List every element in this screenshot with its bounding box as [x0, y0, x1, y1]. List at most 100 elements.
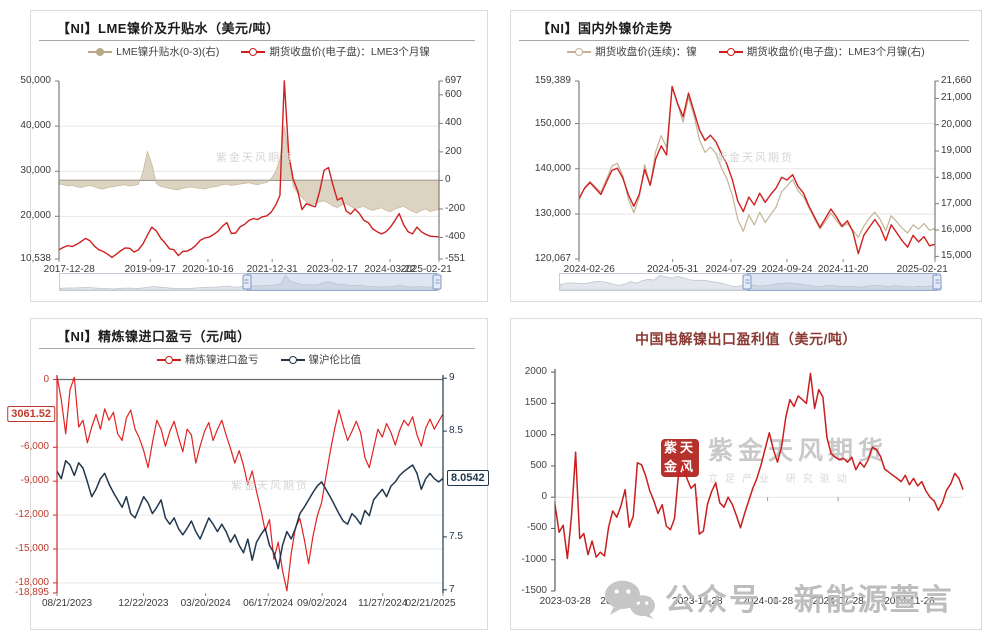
title-divider	[519, 40, 969, 41]
y-axis-tick-label: -12,000	[15, 509, 49, 521]
legend-label: 期货收盘价(电子盘)：LME3个月镍(右)	[746, 46, 925, 58]
x-axis-tick-label: 2024-11-20	[817, 264, 869, 275]
x-axis-tick-label: 2017-12-28	[43, 264, 95, 275]
y-axis-tick-label: 120,067	[534, 253, 571, 264]
y-axis-tick-label: 159,389	[534, 75, 571, 86]
legend-item[interactable]: LME镍升贴水(0-3)(右)	[88, 44, 219, 59]
title-divider	[39, 40, 475, 41]
legend-item[interactable]: 期货收盘价(电子盘)：LME3个月镍(右)	[718, 44, 925, 59]
y-axis-tick-label: 20,000	[20, 210, 51, 222]
y-axis-tick-label: 500	[530, 459, 547, 471]
x-axis-tick-label: 2024-07-29	[705, 264, 757, 275]
x-axis-tick-label: 2020-10-16	[182, 264, 234, 275]
brand-watermark-text: 紫金天风期货	[216, 152, 294, 164]
y-axis-tick-label: 21,660	[941, 75, 972, 86]
panel-electrolytic-nickel-export-profit: 中国电解镍出口盈利值（美元/吨） 紫天 金风 紫金天风期货 立足产业 研究驱动 …	[510, 318, 982, 630]
y-axis-tick-label: 0	[541, 491, 547, 503]
x-axis-tick-label: 2025-02-21	[400, 264, 452, 275]
latest-value-badge: 8.0542	[447, 470, 489, 487]
legend-item[interactable]: 镍沪伦比值	[280, 352, 362, 367]
legend-item[interactable]: 精炼镍进口盈亏	[157, 352, 259, 367]
y-axis-tick-label: 1500	[524, 397, 547, 409]
brand-watermark-text: 紫金天风期货	[231, 480, 309, 492]
x-axis-tick-label: 02/21/2025	[405, 598, 456, 609]
x-axis-tick-label: 2023-02-17	[306, 264, 358, 275]
legend-marker-icon	[280, 355, 305, 365]
legend-label: LME镍升贴水(0-3)(右)	[116, 46, 220, 58]
y-axis-tick-label: -15,000	[15, 542, 49, 554]
y-axis-tick-label: 8.5	[449, 425, 463, 437]
x-axis-tick-label: 2024-09-24	[761, 264, 813, 275]
legend-label: 期货收盘价(连续)：镍	[595, 46, 697, 58]
range-handle-right[interactable]	[932, 274, 942, 290]
wechat-watermark-text: 公众号 · 新能源萱言	[665, 584, 954, 617]
seal-row: 金风	[663, 459, 696, 474]
wechat-watermark: 公众号 · 新能源萱言	[603, 575, 954, 619]
brand-watermark: 紫天 金风 紫金天风期货 立足产业 研究驱动	[661, 431, 888, 485]
range-handle-left[interactable]	[742, 274, 752, 290]
legend-label: 精炼镍进口盈亏	[185, 354, 259, 366]
x-axis-tick-label: 08/21/2023	[41, 598, 93, 609]
chart-title: 【NI】国内外镍价走势	[537, 21, 673, 36]
x-axis-tick-label: 11/27/2024	[358, 598, 408, 609]
y-axis-tick-label: 697	[445, 75, 462, 86]
x-axis-tick-label: 2019-09-17	[124, 264, 176, 275]
y-axis-tick-label: 9	[449, 372, 455, 384]
x-axis-tick-label: 2024-02-26	[563, 264, 615, 275]
x-axis-tick-label: 2024-03-22	[364, 264, 416, 275]
y-axis-tick-label: 400	[445, 117, 462, 129]
y-axis-tick-label: 17,000	[941, 197, 972, 209]
chart-legend: LME镍升贴水(0-3)(右) 期货收盘价(电子盘)：LME3个月镍	[31, 44, 487, 59]
chart-title: 【NI】精炼镍进口盈亏（元/吨）	[57, 329, 251, 344]
range-selection[interactable]	[246, 273, 438, 291]
x-axis-tick-label: 2023-03-28	[539, 596, 591, 607]
legend-marker-icon	[157, 355, 181, 365]
x-axis-tick-label: 2024-05-31	[647, 264, 699, 275]
y-axis-tick-label: -6,000	[20, 441, 49, 453]
y-axis-tick-label: 0	[43, 373, 49, 385]
panel-refined-nickel-import-pnl: 【NI】精炼镍进口盈亏（元/吨） 精炼镍进口盈亏 镍沪伦比值 0 -6,000 -9,…	[7, 318, 489, 630]
y-axis-tick-label: -1000	[521, 553, 547, 565]
y-axis-tick-label: 18,000	[941, 171, 972, 183]
y-axis-tick-label: -1500	[521, 585, 547, 596]
brand-seal-icon: 紫天 金风	[661, 439, 699, 477]
brand-watermark-text: 紫金天风期货	[708, 437, 889, 465]
y-axis-tick-label: -500	[526, 522, 547, 534]
y-axis-tick-label: 16,000	[941, 224, 972, 236]
y-axis-tick-label: 200	[445, 145, 462, 157]
range-handle-left[interactable]	[242, 274, 252, 290]
range-selector[interactable]	[59, 273, 442, 291]
y-axis-tick-label: 140,000	[534, 162, 571, 174]
legend-label: 镍沪伦比值	[308, 354, 362, 366]
y-axis-tick-label: -400	[445, 231, 466, 243]
y-axis-tick-label: 7	[449, 583, 455, 595]
legend-item[interactable]: 期货收盘价(连续)：镍	[567, 44, 697, 59]
y-axis-tick-label: 10,538	[20, 253, 51, 264]
x-axis-tick-label: 2025-02-21	[896, 264, 948, 275]
chart-plot	[55, 80, 443, 262]
chart-plot	[575, 80, 939, 262]
chart-title: 【NI】LME镍价及升贴水（美元/吨）	[57, 21, 280, 36]
y-axis-tick-label: 40,000	[20, 120, 51, 132]
y-axis-tick-label: -551	[445, 253, 466, 264]
y-axis-tick-label: -18,895	[15, 587, 49, 598]
panel-lme-price-premium: 【NI】LME镍价及升贴水（美元/吨） LME镍升贴水(0-3)(右) 期货收盘价…	[20, 10, 488, 302]
x-axis-tick-label: 2023-11-28	[672, 596, 723, 607]
chart-title: 中国电解镍出口盈利值（美元/吨）	[635, 331, 857, 347]
legend-label: 期货收盘价(电子盘)：LME3个月镍	[269, 46, 430, 58]
legend-marker-icon	[718, 47, 743, 57]
x-axis-tick-label: 12/22/2023	[118, 598, 169, 609]
chart-legend: 期货收盘价(连续)：镍 期货收盘价(电子盘)：LME3个月镍(右)	[511, 44, 981, 59]
y-axis-tick-label: 21,000	[941, 92, 972, 104]
y-axis-tick-label: 50,000	[20, 75, 51, 86]
legend-item[interactable]: 期货收盘价(电子盘)：LME3个月镍	[241, 44, 430, 59]
chart-plot	[551, 369, 964, 592]
legend-marker-icon	[88, 47, 113, 57]
wechat-icon	[605, 580, 655, 619]
y-axis-tick-label: 7.5	[449, 530, 463, 542]
range-selector[interactable]	[559, 273, 943, 291]
range-handle-right[interactable]	[432, 274, 442, 290]
brand-watermark-slogan: 立足产业 研究驱动	[708, 474, 854, 485]
range-selection[interactable]	[747, 273, 938, 291]
x-axis-tick-label: 2021-12-31	[246, 264, 298, 275]
